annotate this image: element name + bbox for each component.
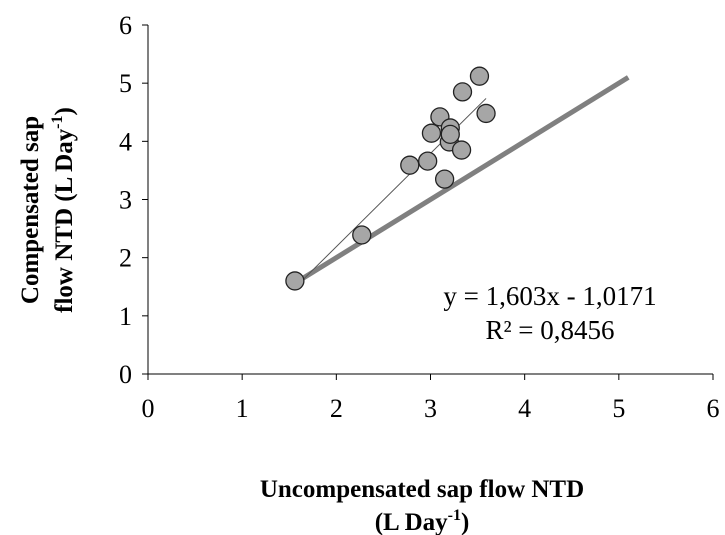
reference-line — [297, 75, 630, 284]
y-tick-label: 0 — [119, 360, 132, 389]
x-tick-label: 6 — [707, 394, 720, 423]
point — [400, 155, 420, 175]
y-tick-label: 3 — [119, 186, 132, 215]
y-axis-label: Compensated sap — [17, 116, 44, 304]
point — [451, 140, 472, 160]
x-tick-label: 5 — [612, 394, 625, 423]
x-axis-label: Uncompensated sap flow NTD — [260, 476, 584, 503]
x-label-line: Uncompensated sap flow NTD — [260, 476, 584, 503]
y-tick-label: 2 — [119, 244, 132, 273]
y-label-line: Compensated sap — [17, 116, 44, 304]
x-tick-label: 0 — [142, 394, 155, 423]
point — [285, 271, 305, 291]
y-label-unit: flow NTD (L Day — [51, 128, 78, 313]
x-tick-label: 1 — [236, 394, 249, 423]
y-tick-label: 1 — [119, 302, 132, 331]
point — [440, 124, 460, 145]
x-label-unit: (L Day — [375, 509, 448, 535]
point — [476, 103, 496, 124]
x-label-sup: -1 — [448, 507, 461, 524]
r-squared: R² = 0,8456 — [485, 315, 614, 345]
y-tick-label: 5 — [119, 69, 132, 98]
x-tick-label: 2 — [330, 394, 343, 423]
x-label-close: ) — [461, 509, 469, 535]
x-tick-label: 3 — [424, 394, 437, 423]
y-label-sup: -1 — [49, 115, 66, 128]
point — [469, 66, 490, 86]
point — [452, 82, 473, 102]
y-tick-label: 6 — [119, 11, 132, 40]
x-axis-label-unit: (L Day-1) — [375, 507, 470, 535]
y-label-close: ) — [51, 107, 78, 115]
point — [421, 123, 442, 143]
trend-equation: y = 1,603x - 1,0171 — [443, 281, 656, 311]
x-tick-label: 4 — [518, 394, 531, 423]
y-tick-label: 4 — [119, 127, 132, 156]
point — [352, 225, 372, 245]
point — [418, 151, 438, 171]
point — [434, 169, 455, 189]
y-axis-label-unit: flow NTD (L Day-1) — [49, 107, 78, 313]
